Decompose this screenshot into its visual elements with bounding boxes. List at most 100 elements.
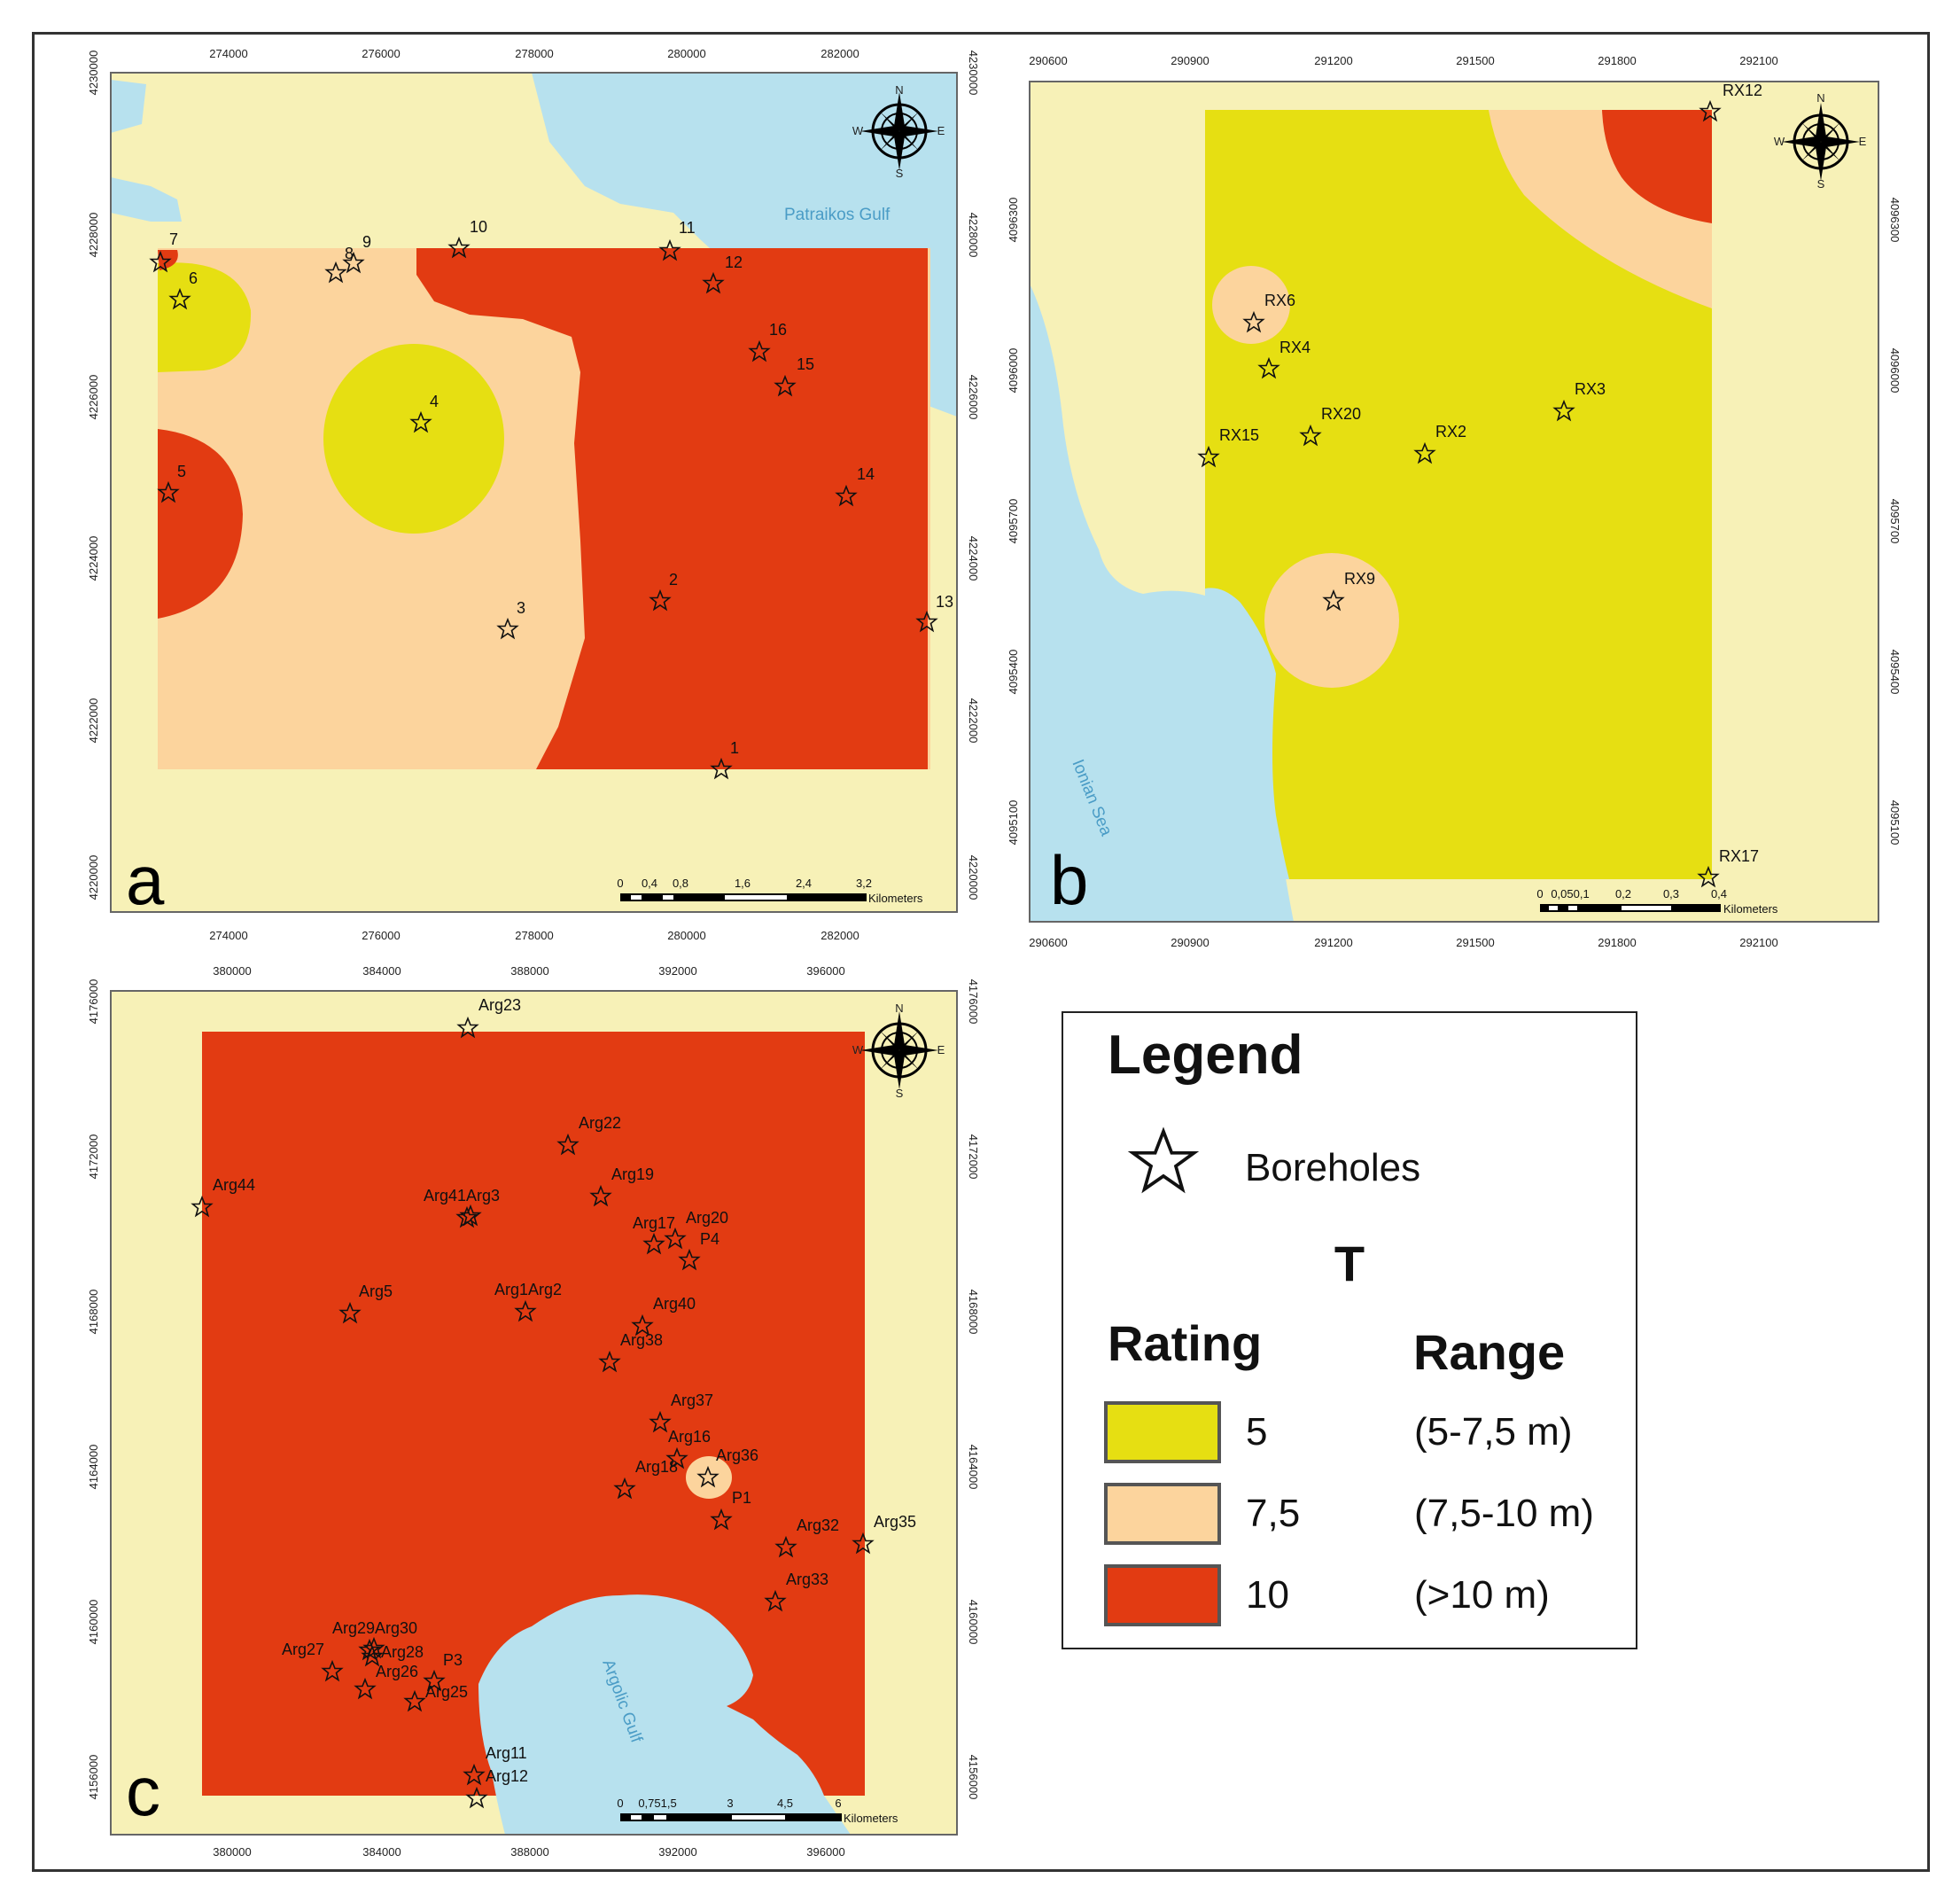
borehole-label: 11 — [679, 219, 696, 237]
legend-item: 7,5 (7,5-10 m) — [1104, 1483, 1636, 1547]
x-tick: 388000 — [510, 1845, 548, 1859]
y-tick: 4220000 — [967, 855, 980, 900]
y-tick: 4176000 — [967, 979, 980, 1025]
borehole-label: 4 — [430, 393, 439, 410]
scale-label: 6 — [835, 1797, 841, 1810]
panel-a-x-ticks-bottom: 274000 276000 278000 280000 282000 — [209, 929, 859, 942]
borehole-label: 6 — [189, 269, 198, 287]
scale-label: 0,4 — [642, 877, 657, 890]
panel-c-y-ticks-right: 4176000 4172000 4168000 4164000 4160000 … — [967, 979, 980, 1800]
x-tick: 292100 — [1739, 54, 1777, 67]
panel-a-boreholes: 1 2 3 4 5 6 7 8 9 10 11 12 13 14 15 16 — [150, 218, 953, 779]
compass-w: W — [852, 1043, 864, 1056]
scale-label: 0 — [617, 1797, 623, 1810]
scale-label: 0,3 — [1663, 887, 1679, 900]
panel-b-scale-labels: 0 0,050,1 0,2 0,3 0,4 Kilometers — [1536, 887, 1778, 916]
x-tick: 278000 — [515, 929, 553, 942]
y-tick: 4224000 — [87, 536, 100, 581]
panel-b-zone-7-5-rx6 — [1212, 266, 1290, 344]
scale-unit: Kilometers — [1723, 902, 1778, 916]
y-tick: 4228000 — [87, 213, 100, 258]
panel-c-zone-7-5 — [686, 1456, 732, 1499]
panel-c-sea — [478, 1594, 851, 1835]
borehole-label: Arg40 — [653, 1295, 696, 1313]
x-tick: 384000 — [362, 1845, 401, 1859]
scale-label: 0,8 — [673, 877, 688, 890]
panel-b-letter: b — [1050, 841, 1088, 919]
panel-a-zone-5-nw — [158, 262, 252, 372]
y-tick: 4168000 — [87, 1290, 100, 1335]
x-tick: 290600 — [1029, 54, 1067, 67]
x-tick: 291500 — [1456, 936, 1494, 949]
legend-boreholes-label: Boreholes — [1245, 1146, 1421, 1189]
panel-b-zone-7-5-rx9 — [1264, 553, 1399, 688]
legend-swatch — [1104, 1401, 1221, 1463]
legend-rating: 7,5 — [1246, 1492, 1301, 1535]
y-tick: 4230000 — [967, 51, 980, 96]
legend-range: (5-7,5 m) — [1414, 1410, 1573, 1454]
borehole-label: 14 — [857, 465, 875, 483]
panel-a-y-ticks-left: 4230000 4228000 4226000 4224000 4222000 … — [87, 51, 100, 900]
borehole-label: 5 — [177, 463, 186, 480]
scale-label: 3,2 — [856, 877, 872, 890]
borehole-label: 12 — [725, 253, 743, 271]
scale-label: 0,2 — [1615, 887, 1631, 900]
legend-range: (7,5-10 m) — [1414, 1492, 1594, 1535]
borehole-label: 8 — [345, 245, 354, 262]
borehole-label: 7 — [169, 230, 178, 248]
panel-c-scale-bar — [620, 1813, 842, 1821]
borehole-label: Arg44 — [213, 1176, 255, 1194]
legend-rating: 10 — [1246, 1573, 1289, 1617]
x-tick: 292100 — [1739, 936, 1777, 949]
borehole-label: Arg26 — [376, 1663, 418, 1680]
borehole-label: 3 — [517, 599, 525, 617]
panel-a-y-ticks-right: 4230000 4228000 4226000 4224000 4222000 … — [967, 51, 980, 900]
x-tick: 291200 — [1314, 936, 1352, 949]
panel-a-letter: a — [126, 841, 165, 919]
panel-c-x-ticks-top: 380000 384000 388000 392000 396000 — [213, 964, 844, 978]
x-tick: 388000 — [510, 964, 548, 978]
borehole-label: Arg12 — [486, 1767, 528, 1785]
legend-swatch — [1104, 1564, 1221, 1626]
panel-b-x-ticks-bottom: 290600 290900 291200 291500 291800 29210… — [1029, 936, 1777, 949]
x-tick: 380000 — [213, 964, 251, 978]
borehole-label: RX4 — [1279, 339, 1311, 356]
panel-a-x-ticks-top: 274000 276000 278000 280000 282000 — [209, 47, 859, 60]
compass-n: N — [895, 1002, 903, 1015]
scale-label: 4,5 — [777, 1797, 793, 1810]
scale-unit: Kilometers — [868, 892, 923, 905]
y-tick: 4172000 — [967, 1134, 980, 1180]
borehole-label: RX3 — [1575, 380, 1606, 398]
x-tick: 384000 — [362, 964, 401, 978]
y-tick: 4222000 — [967, 698, 980, 744]
borehole-label: 16 — [769, 321, 787, 339]
y-tick: 4224000 — [967, 536, 980, 581]
scale-label: 0,751,5 — [638, 1797, 676, 1810]
borehole-label: RX9 — [1344, 570, 1375, 588]
borehole-label: RX6 — [1264, 292, 1295, 309]
y-tick: 4160000 — [967, 1600, 980, 1645]
y-tick: 4222000 — [87, 698, 100, 744]
compass-e: E — [937, 124, 945, 137]
compass-w: W — [1774, 135, 1785, 148]
borehole-label: Arg33 — [786, 1571, 828, 1588]
x-tick: 280000 — [667, 47, 705, 60]
scale-label: 0,4 — [1711, 887, 1727, 900]
panel-b-border — [1029, 81, 1879, 923]
legend-rating: 5 — [1246, 1410, 1268, 1454]
borehole-label: Arg29Arg30 — [332, 1619, 417, 1637]
y-tick: 4226000 — [967, 375, 980, 420]
x-tick: 282000 — [821, 929, 859, 942]
borehole-label: Arg38 — [620, 1331, 663, 1349]
borehole-label: Arg35 — [874, 1513, 916, 1531]
panel-b-boreholes: RX12 RX6 RX4 RX3 RX20 RX15 RX2 RX9 RX17 — [1198, 82, 1762, 887]
y-tick: 4095100 — [1888, 800, 1902, 846]
y-tick: 4095400 — [1888, 650, 1902, 695]
x-tick: 291200 — [1314, 54, 1352, 67]
borehole-label: Arg32 — [797, 1516, 839, 1534]
borehole-label: Arg1Arg2 — [494, 1281, 562, 1298]
panel-a-zone-10-east — [416, 248, 928, 769]
x-tick: 291500 — [1456, 54, 1494, 67]
y-tick: 4164000 — [87, 1445, 100, 1490]
x-tick: 278000 — [515, 47, 553, 60]
